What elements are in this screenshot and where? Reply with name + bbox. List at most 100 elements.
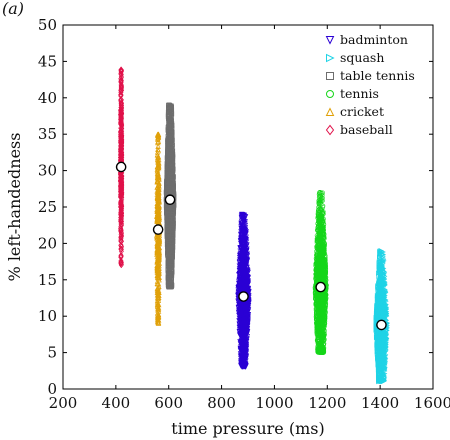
data-point — [119, 175, 125, 182]
data-point — [155, 154, 161, 160]
data-point — [166, 249, 172, 255]
data-point — [242, 254, 248, 260]
data-point — [156, 274, 162, 281]
data-point — [118, 210, 124, 217]
data-point — [168, 284, 174, 290]
data-point — [242, 232, 248, 238]
data-point — [241, 280, 247, 286]
data-point — [239, 315, 245, 321]
data-point — [241, 212, 247, 218]
data-point — [168, 168, 173, 174]
data-point — [118, 179, 124, 186]
data-point — [118, 107, 124, 114]
data-point — [118, 81, 124, 88]
data-point — [241, 337, 247, 343]
data-point — [170, 223, 176, 229]
data-point — [240, 258, 246, 264]
data-point — [241, 334, 247, 340]
data-point — [237, 311, 243, 317]
data-point — [168, 139, 173, 145]
data-point — [320, 203, 326, 209]
series-badminton — [235, 211, 252, 370]
data-point — [118, 209, 124, 216]
data-point — [239, 246, 246, 252]
data-point — [156, 270, 162, 276]
data-point — [165, 109, 171, 115]
data-point — [165, 212, 171, 217]
data-point — [154, 152, 161, 158]
data-point — [118, 129, 124, 136]
data-point — [156, 260, 162, 266]
data-point — [156, 319, 162, 325]
data-point — [238, 241, 244, 247]
data-point — [118, 71, 124, 78]
data-point — [168, 110, 174, 116]
data-point — [245, 316, 251, 322]
data-point — [243, 313, 249, 320]
data-point — [239, 287, 245, 294]
data-point — [243, 239, 249, 245]
data-point — [242, 235, 248, 241]
data-point — [166, 232, 172, 238]
data-point — [155, 133, 161, 139]
data-point — [238, 328, 244, 334]
data-point — [156, 134, 162, 140]
data-point — [169, 144, 174, 150]
data-point — [119, 142, 125, 149]
data-point — [167, 217, 173, 223]
data-point — [168, 136, 174, 142]
data-point — [118, 197, 124, 204]
data-point — [156, 268, 162, 274]
data-point — [237, 318, 243, 324]
data-point — [239, 269, 245, 275]
data-point — [238, 257, 244, 263]
data-point — [236, 285, 242, 291]
data-point — [118, 83, 124, 90]
data-point — [156, 265, 162, 271]
data-point — [242, 357, 249, 363]
data-point — [155, 285, 161, 291]
data-point — [118, 99, 124, 107]
data-point — [118, 108, 124, 116]
data-point — [242, 221, 248, 227]
data-point — [237, 301, 243, 307]
data-point — [242, 324, 249, 330]
data-point — [119, 122, 125, 130]
data-point — [119, 139, 125, 146]
data-point — [155, 294, 161, 300]
data-point — [119, 232, 125, 239]
data-point — [243, 243, 250, 249]
data-point — [156, 216, 162, 222]
data-point — [244, 276, 250, 282]
data-point — [242, 323, 249, 329]
data-point — [244, 251, 250, 257]
data-point — [164, 204, 170, 210]
data-point — [239, 250, 245, 256]
data-point — [155, 185, 161, 191]
data-point — [239, 349, 245, 356]
data-point — [245, 281, 251, 287]
data-point — [237, 302, 243, 308]
data-point — [170, 226, 176, 232]
data-point — [242, 227, 249, 234]
data-point — [244, 268, 250, 274]
data-point — [155, 314, 161, 320]
data-point — [154, 243, 160, 249]
data-point — [118, 203, 124, 211]
data-point — [166, 107, 172, 113]
data-point — [239, 330, 245, 336]
data-point — [166, 117, 172, 123]
data-point — [243, 269, 249, 275]
data-point — [154, 278, 160, 284]
data-point — [118, 257, 124, 264]
data-point — [118, 218, 124, 225]
data-point — [241, 220, 247, 226]
data-point — [154, 235, 160, 241]
data-point — [155, 173, 161, 179]
data-point — [156, 250, 162, 256]
data-point — [237, 254, 244, 260]
data-point — [118, 96, 124, 103]
data-point — [118, 261, 124, 269]
data-point — [169, 239, 175, 245]
data-point — [167, 104, 173, 110]
